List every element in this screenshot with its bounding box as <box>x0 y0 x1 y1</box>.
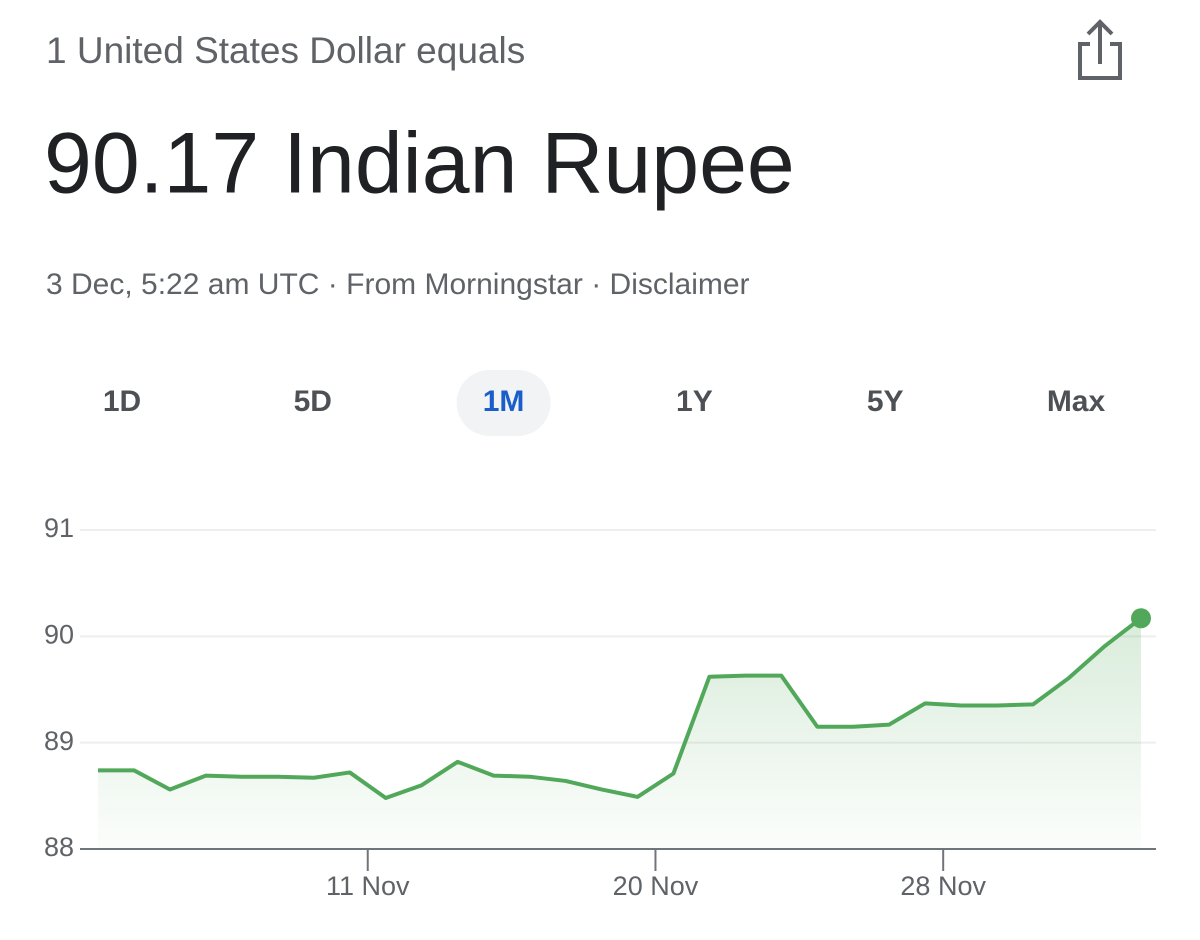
tab-label: 5D <box>294 385 332 418</box>
range-tab[interactable]: Max <box>1047 385 1106 418</box>
range-tab[interactable]: 1M <box>456 370 551 436</box>
separator: · <box>591 268 601 301</box>
range-tab[interactable]: 5Y <box>867 385 904 418</box>
source: From Morningstar <box>346 268 583 301</box>
x-tick-label: 28 Nov <box>900 871 986 901</box>
x-tick-label: 11 Nov <box>326 871 410 901</box>
range-tab[interactable]: 1Y <box>676 385 713 418</box>
x-tick-label: 20 Nov <box>613 871 699 901</box>
tab-highlight <box>456 370 551 436</box>
y-tick-label: 88 <box>44 832 74 862</box>
share-icon <box>1078 42 1122 80</box>
timestamp: 3 Dec, 5:22 am UTC <box>46 268 319 301</box>
meta-line: 3 Dec, 5:22 am UTC · From Morningstar · … <box>46 268 750 301</box>
y-tick-label: 89 <box>44 726 74 756</box>
disclaimer-link[interactable]: Disclaimer <box>610 268 750 301</box>
range-tab[interactable]: 1D <box>103 385 141 418</box>
last-point <box>1131 608 1151 629</box>
area <box>98 618 1141 849</box>
line <box>98 616 1143 800</box>
tab-label: 1M <box>483 385 525 418</box>
chart: 88 89 90 91 11 Nov 20 Nov 28 Nov <box>44 513 1156 901</box>
tab-label: 5Y <box>867 385 904 418</box>
tab-label: 1D <box>103 385 141 418</box>
range-tab[interactable]: 5D <box>294 385 332 418</box>
y-tick-label: 91 <box>44 513 74 543</box>
separator: · <box>328 268 338 301</box>
rate-title: 90.17 Indian Rupee <box>44 116 795 212</box>
tab-label: 1Y <box>676 385 713 418</box>
subtitle: 1 United States Dollar equals <box>46 30 525 71</box>
share-button[interactable] <box>1078 19 1122 80</box>
tab-label: Max <box>1047 385 1106 418</box>
y-tick-label: 90 <box>44 619 74 649</box>
share-arrow <box>1086 19 1114 64</box>
range-tabs: 1D 5D 1M 1Y 5Y Max <box>103 370 1106 436</box>
